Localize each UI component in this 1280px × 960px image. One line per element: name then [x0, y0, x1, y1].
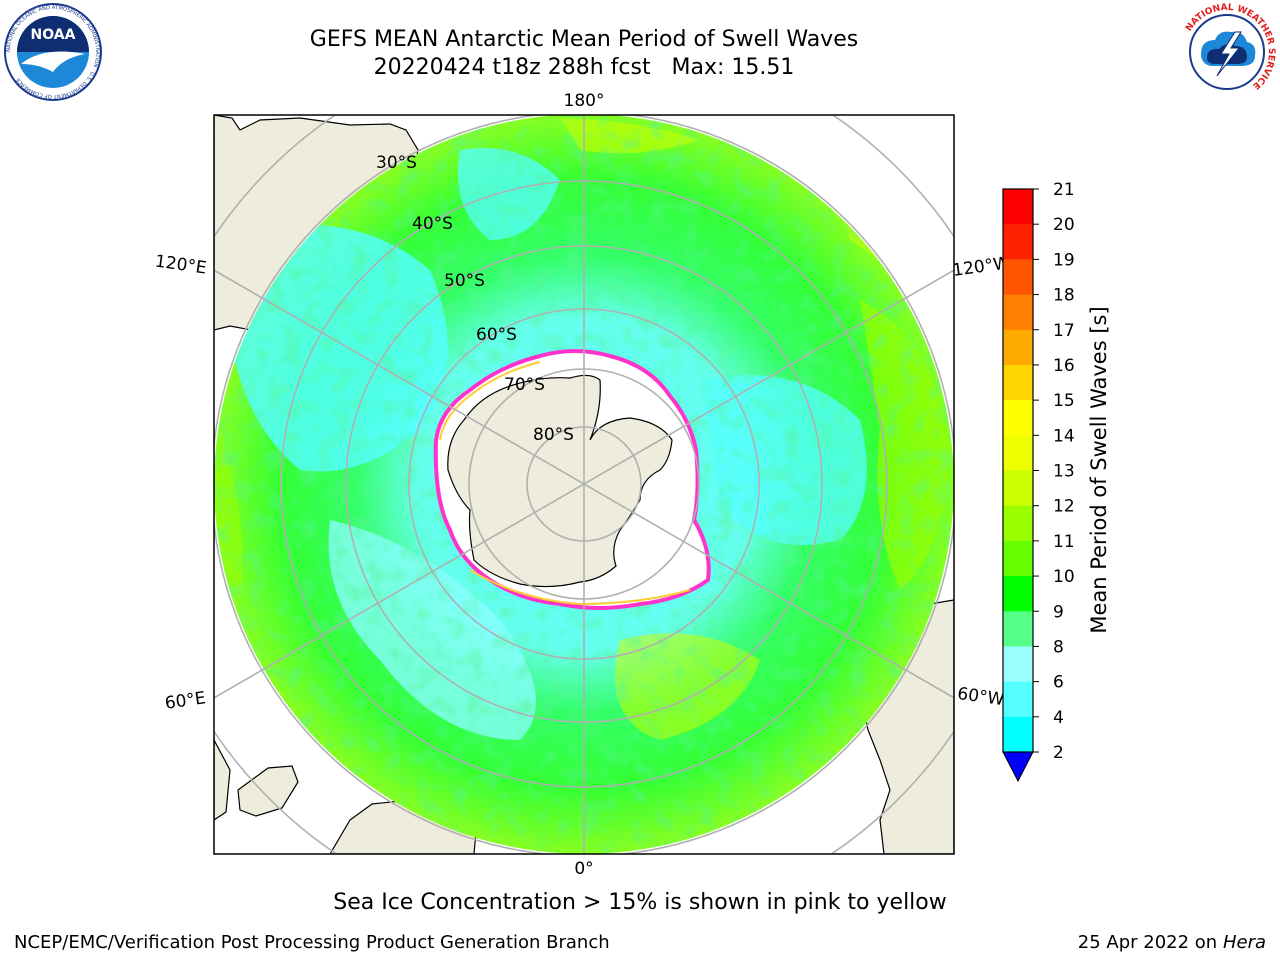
chart-title: GEFS MEAN Antarctic Mean Period of Swell… — [309, 27, 859, 52]
colorbar-tick-label: 17 — [1053, 321, 1075, 341]
lat-label-60s: 60°S — [476, 325, 517, 345]
colorbar-band — [1003, 576, 1033, 612]
colorbar-band — [1003, 329, 1033, 366]
colorbar-tick-label: 8 — [1053, 637, 1064, 657]
graticule — [214, 115, 954, 854]
colorbar-tick-label: 9 — [1053, 602, 1064, 622]
madagascar — [237, 765, 299, 817]
colorbar-band — [1003, 259, 1033, 296]
antarctica — [447, 374, 673, 588]
longitude-labels: 180° 120°E 120°W 60°E 60°W 0° — [154, 91, 1012, 879]
africa-corner — [214, 739, 231, 821]
colorbar-band — [1003, 540, 1033, 577]
colorbar-tick-label: 18 — [1053, 286, 1075, 306]
colorbar-tick-label: 10 — [1053, 567, 1075, 587]
latitude-labels: 30°S 40°S 50°S 60°S 70°S 80°S — [376, 153, 574, 445]
footer-host: Hera — [1222, 932, 1266, 953]
colorbar-tick-label: 20 — [1053, 215, 1075, 235]
colorbar-tick-label: 14 — [1053, 426, 1075, 446]
lon-label-0: 0° — [574, 859, 593, 879]
lat-label-40s: 40°S — [412, 214, 453, 234]
colorbar-band — [1003, 505, 1033, 542]
map-frame — [213, 114, 955, 855]
footer-date-text: 25 Apr 2022 on — [1077, 932, 1223, 953]
lat-label-80s: 80°S — [533, 425, 574, 445]
colorbar-band — [1003, 611, 1033, 647]
colorbar-tick-label: 4 — [1053, 708, 1064, 728]
lat-label-70s: 70°S — [504, 375, 545, 395]
colorbar-tick-label: 12 — [1053, 497, 1075, 517]
colorbar: 21 20 19 18 17 16 15 14 13 12 11 10 9 8 6 4 2 Mean Perio… — [1002, 180, 1111, 783]
colorbar-band — [1003, 646, 1033, 683]
nws-logo: NATIONAL WEATHER SERVICE — [1179, 3, 1276, 100]
colorbar-band — [1003, 294, 1033, 331]
colorbar-extend-triangle — [1002, 751, 1034, 783]
colorbar-tick-label: 11 — [1053, 532, 1075, 552]
colorbar-tick-label: 2 — [1053, 743, 1064, 763]
colorbar-ticks: 21 20 19 18 17 16 15 14 13 12 11 10 9 8 6 4 2 — [1033, 180, 1075, 763]
colorbar-bands — [1003, 189, 1033, 753]
colorbar-band — [1003, 400, 1033, 436]
sea-ice-note: Sea Ice Concentration > 15% is shown in … — [333, 890, 947, 915]
noaa-logo: NOAA NATIONAL OCEANIC AND ATMOSPHERIC AD… — [4, 3, 102, 101]
colorbar-band — [1003, 435, 1033, 471]
colorbar-tick-label: 6 — [1053, 673, 1064, 693]
lat-label-50s: 50°S — [444, 271, 485, 291]
lat-label-30s: 30°S — [376, 153, 417, 173]
lon-label-60w: 60°W — [956, 684, 1005, 710]
noaa-logo-text: NOAA — [31, 27, 76, 43]
lon-label-120e: 120°E — [154, 252, 208, 279]
footer-date: 25 Apr 2022 on Hera — [1078, 932, 1266, 953]
colorbar-band — [1003, 470, 1033, 507]
colorbar-tick-label: 19 — [1053, 250, 1075, 270]
chart-subtitle: 20220424 t18z 288h fcst Max: 15.51 — [373, 55, 795, 80]
colorbar-band — [1003, 716, 1033, 753]
footer-credit: NCEP/EMC/Verification Post Processing Pr… — [14, 932, 610, 953]
colorbar-tick-label: 15 — [1053, 391, 1075, 411]
colorbar-band — [1003, 189, 1033, 225]
colorbar-band — [1003, 364, 1033, 401]
colorbar-band — [1003, 224, 1033, 260]
lon-label-180: 180° — [564, 91, 605, 111]
map-area: 30°S 40°S 50°S 60°S 70°S 80°S — [214, 115, 954, 854]
colorbar-band — [1003, 681, 1033, 718]
lon-label-60e: 60°E — [164, 688, 207, 713]
colorbar-tick-label: 13 — [1053, 462, 1075, 482]
colorbar-label: Mean Period of Swell Waves [s] — [1087, 306, 1111, 633]
colorbar-tick-label: 16 — [1053, 356, 1075, 376]
colorbar-tick-label: 21 — [1053, 180, 1075, 200]
